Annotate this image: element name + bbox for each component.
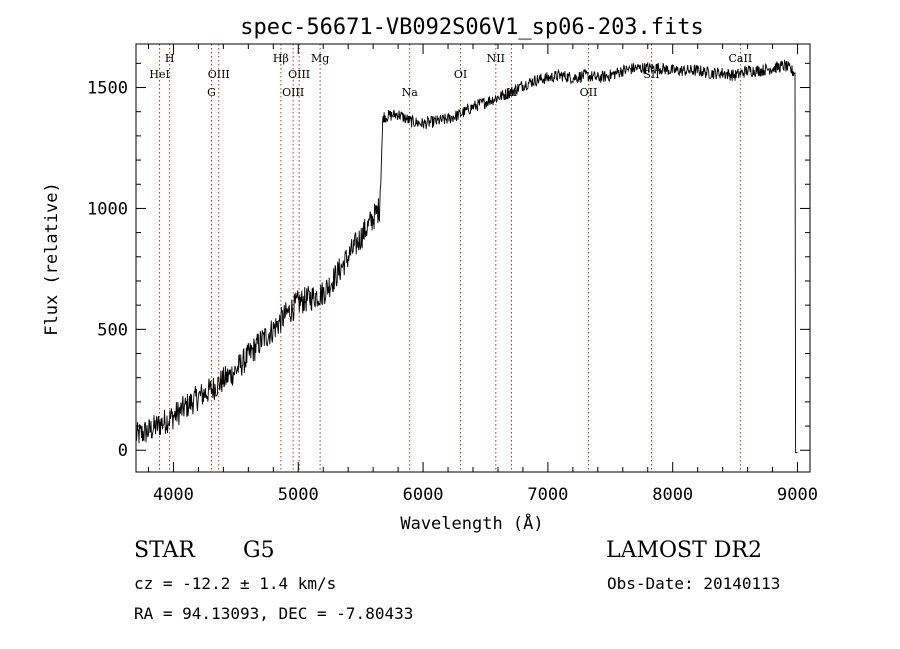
x-axis-label: Wavelength (Å) bbox=[400, 512, 543, 534]
y-tick-label: 500 bbox=[97, 320, 128, 340]
coordinates: RA = 94.13093, DEC = -7.80433 bbox=[134, 604, 414, 623]
line-label-9: OI bbox=[454, 68, 467, 81]
survey-name: LAMOST DR2 bbox=[606, 538, 762, 563]
chart-title: spec-56671-VB092S06V1_sp06-203.fits bbox=[240, 15, 704, 40]
line-label-6: OIII bbox=[288, 68, 310, 81]
line-label-10: NII bbox=[487, 52, 505, 65]
spectrum-series bbox=[135, 59, 798, 454]
object-subclass: G5 bbox=[243, 538, 275, 563]
line-label-3: G bbox=[207, 86, 216, 99]
line-label-1: H bbox=[165, 52, 175, 65]
x-tick-label: 6000 bbox=[403, 485, 444, 505]
y-axis-label: Flux (relative) bbox=[42, 182, 62, 336]
line-label-8: Na bbox=[402, 86, 419, 99]
line-label-4: Hβ bbox=[273, 52, 289, 65]
y-tick-label: 0 bbox=[118, 441, 128, 461]
x-tick-label: 7000 bbox=[527, 485, 568, 505]
x-tick-label: 5000 bbox=[278, 485, 319, 505]
line-label-12: OII bbox=[580, 86, 598, 99]
redshift-text: cz = -12.2 ± 1.4 km/s bbox=[134, 574, 337, 593]
y-tick-label: 1500 bbox=[87, 79, 128, 99]
line-label-7: Mg bbox=[311, 52, 329, 65]
x-tick-label: 4000 bbox=[153, 485, 194, 505]
y-tick-label: 1000 bbox=[87, 199, 128, 219]
obs-date: Obs-Date: 20140113 bbox=[607, 574, 781, 593]
line-label-5: OIII bbox=[282, 86, 304, 99]
line-label-14: CaII bbox=[729, 52, 753, 65]
object-class: STAR bbox=[134, 538, 195, 563]
x-tick-label: 8000 bbox=[652, 485, 693, 505]
line-label-2: OIII bbox=[208, 68, 230, 81]
line-label-11: Li bbox=[506, 86, 517, 99]
line-label-0: HeI bbox=[149, 68, 169, 81]
x-tick-label: 9000 bbox=[777, 485, 818, 505]
